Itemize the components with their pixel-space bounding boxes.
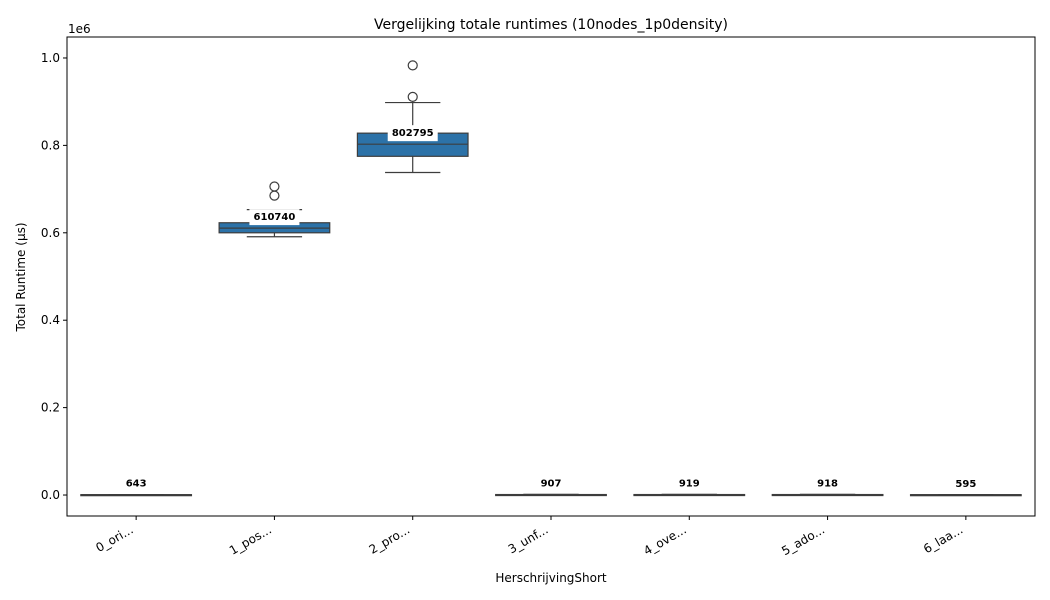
outlier-point (269, 181, 280, 192)
y-tick-label: 0.6 (41, 226, 60, 240)
y-tick-label: 0.4 (41, 313, 60, 327)
x-axis-label: HerschrijvingShort (495, 571, 607, 585)
median-label: 907 (541, 479, 562, 490)
median-label: 919 (679, 479, 700, 490)
chart-title: Vergelijking totale runtimes (10nodes_1p… (374, 17, 728, 33)
median-label-background (387, 125, 438, 142)
median-label-background (813, 475, 843, 492)
median-label: 595 (955, 479, 976, 490)
y-tick-label: 1.0 (41, 51, 60, 65)
median-label-background (121, 475, 151, 492)
outlier-point (407, 60, 418, 71)
x-tick-label: 1_pos... (227, 522, 274, 557)
median-label: 610740 (254, 212, 296, 223)
median-label-background (536, 475, 566, 492)
x-tick-label: 5_ado... (779, 522, 827, 558)
plot-frame (66, 36, 1036, 517)
outlier-point (407, 91, 418, 102)
x-tick-label: 2_pro... (367, 522, 413, 556)
median-label-background (674, 475, 704, 492)
plot-area: 0.0 0.2 0.4 0.6 0.8 1.0 0_ori... 1_pos... 2_pro.… (41, 36, 1036, 558)
median-label: 918 (817, 479, 838, 490)
outlier-point (269, 190, 280, 201)
median-label: 802795 (392, 128, 434, 139)
y-axis-offset-label: 1e6 (68, 22, 91, 36)
y-tick-label: 0.8 (41, 138, 60, 152)
x-tick-label: 4_ove... (641, 522, 689, 558)
median-label-background (249, 209, 300, 226)
median-label-background (951, 475, 981, 492)
median-label: 643 (126, 479, 147, 490)
y-tick-label: 0.2 (41, 401, 60, 415)
y-tick-label: 0.0 (41, 488, 60, 502)
x-tick-label: 0_ori... (93, 522, 135, 554)
x-tick-label: 6_laa... (921, 522, 965, 556)
x-tick-label: 3_unf... (506, 522, 551, 556)
y-axis-label: Total Runtime (µs) (14, 222, 28, 332)
